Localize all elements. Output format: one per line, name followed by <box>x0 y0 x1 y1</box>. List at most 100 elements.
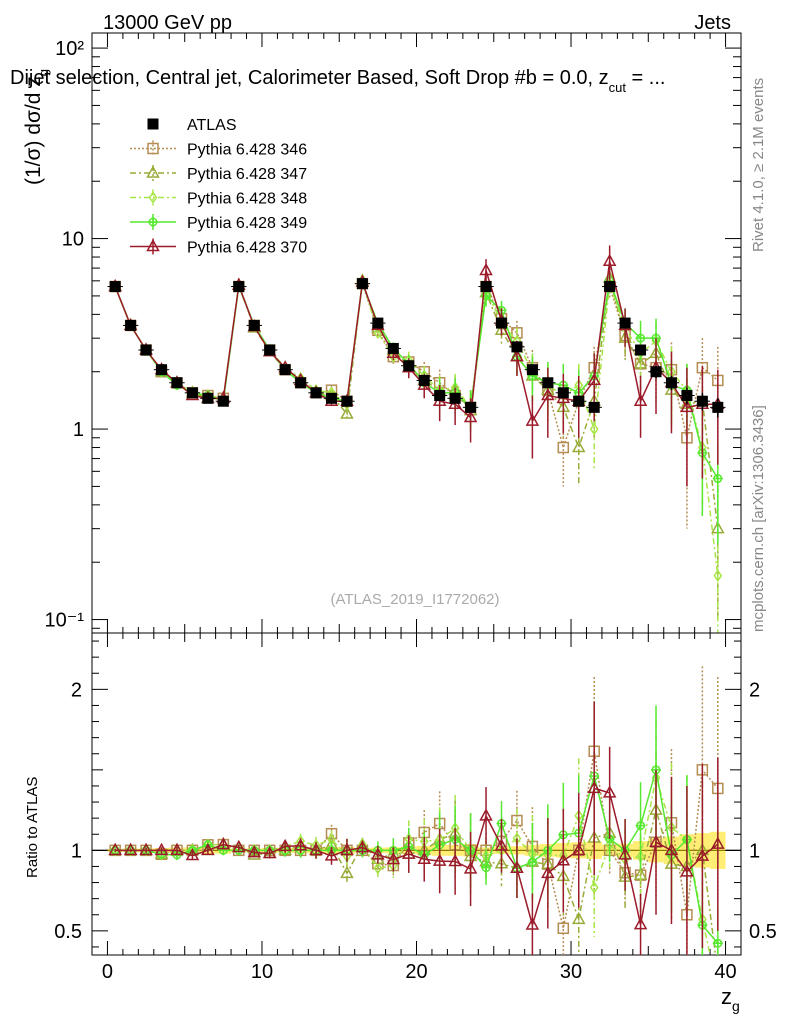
legend-item: Pythia 6.428 347 <box>130 165 307 183</box>
atlas-point <box>156 364 168 376</box>
energy-label: 13000 GeV pp <box>103 12 232 34</box>
legend-label: Pythia 6.428 349 <box>187 215 307 232</box>
series-pythia-6-428-349-ratio-point <box>635 820 646 831</box>
series-pythia-6-428-349-point <box>712 473 723 484</box>
series-pythia-6-428-370-point <box>587 372 601 386</box>
series-pythia-6-428-370-point <box>479 262 493 276</box>
series-pythia-6-428-370-point <box>525 413 540 426</box>
series-pythia-6-428-370-ratio-point <box>618 847 632 860</box>
ratio-y-tick-label: 0.5 <box>54 921 82 943</box>
series-pythia-6-428-370-point <box>633 393 648 406</box>
series-pythia-6-428-370-ratio-point <box>525 917 540 930</box>
series-pythia-6-428-370-ratio-point <box>602 785 617 798</box>
x-tick-label: 20 <box>405 961 427 983</box>
atlas-point <box>326 392 338 404</box>
atlas-point <box>681 390 693 402</box>
series-pythia-6-428-370-ratio-point <box>262 845 277 859</box>
atlas-point <box>186 387 198 399</box>
legend-label: Pythia 6.428 370 <box>187 240 307 257</box>
legend-item: Pythia 6.428 349 <box>130 214 307 232</box>
atlas-point <box>635 344 647 356</box>
atlas-point <box>109 281 121 293</box>
series-pythia-6-428-349-ratio-point <box>712 938 723 949</box>
ratio-panel: 0 10 20 30 40 0.5 0.5 1 1 2 2 <box>54 632 777 983</box>
series-pythia-6-428-370-ratio-point <box>340 842 354 856</box>
series-pythia-6-428-370-ratio-point <box>309 842 323 856</box>
x-tick-label: 0 <box>102 961 113 983</box>
series-pythia-6-428-370-ratio-point <box>432 853 447 866</box>
series-pythia-6-428-347-point <box>571 439 586 453</box>
ratio-y-tick-label: 1 <box>71 840 82 862</box>
series-pythia-6-428-370-ratio-point <box>247 845 262 858</box>
atlas-point <box>511 341 523 353</box>
main-ylabel-main: (1/σ) dσ/d z <box>22 76 45 185</box>
series-pythia-6-428-370-ratio-point <box>556 853 571 866</box>
ratio-xlabel: zg <box>721 984 740 1014</box>
atlas-point <box>434 390 446 402</box>
series-pythia-6-428-349-point <box>635 333 646 344</box>
atlas-point <box>542 377 554 389</box>
series-pythia-6-428-370-ratio-point <box>170 842 184 856</box>
series-pythia-6-428-370-ratio <box>108 701 725 955</box>
series-pythia-6-428-346-ratio <box>109 666 724 955</box>
atlas-point <box>264 344 276 356</box>
ratio-y-tick-label-right: 0.5 <box>749 921 777 943</box>
ratio-xlabel-sub: g <box>732 998 740 1014</box>
series-pythia-6-428-347-ratio-point <box>247 847 262 860</box>
series-pythia-6-428-349-line <box>114 277 719 479</box>
plot-title-tail: = ... <box>626 67 665 89</box>
series-pythia-6-428-370-point <box>510 349 524 362</box>
atlas-point <box>696 395 708 407</box>
series-pythia-6-428-370-ratio-point <box>417 851 431 865</box>
series-pythia-6-428-370-ratio-point <box>711 836 725 849</box>
legend-marker <box>146 165 160 178</box>
series-pythia-6-428-370-ratio-point <box>680 864 694 877</box>
legend-marker <box>147 142 159 155</box>
series-pythia-6-428-370-ratio-point <box>355 840 370 853</box>
atlas-point <box>619 317 631 329</box>
series-pythia-6-428-347-main <box>108 268 725 620</box>
mcplots-label: mcplots.cern.ch [arXiv:1306.3436] <box>750 405 767 632</box>
legend-marker <box>148 191 158 204</box>
series-pythia-6-428-349-ratio-point <box>527 857 538 868</box>
atlas-point <box>140 344 152 356</box>
series-pythia-6-428-370-ratio-point <box>571 842 586 856</box>
series-pythia-6-428-346-ratio-line <box>115 751 719 929</box>
atlas-point <box>449 392 461 404</box>
ratio-y-tick-label-right: 1 <box>749 840 760 862</box>
atlas-point <box>248 319 260 331</box>
atlas-point <box>125 319 137 331</box>
x-tick-label: 40 <box>714 961 736 983</box>
legend-item: ATLAS <box>147 117 237 134</box>
series-pythia-6-428-349-ratio-point <box>481 862 492 873</box>
series-pythia-6-428-349-ratio <box>110 701 723 955</box>
atlas-point <box>712 401 724 413</box>
legend-item: Pythia 6.428 348 <box>130 189 307 208</box>
series-pythia-6-428-370-ratio-point <box>185 847 200 861</box>
series-pythia-6-428-370-ratio-point <box>371 847 385 860</box>
plot-title-main: Dijet selection, Central jet, Calorimete… <box>10 67 609 89</box>
main-panel: 10⁻¹ 1 10 10² <box>45 32 742 634</box>
series-pythia-6-428-346-ratio-point <box>557 922 570 935</box>
jets-label: Jets <box>694 12 731 34</box>
series-pythia-6-428-348-ratio-point <box>589 881 599 894</box>
x-tick-label: 10 <box>251 961 273 983</box>
series-pythia-6-428-348-point <box>713 569 723 582</box>
series-pythia-6-428-370-ratio-point <box>293 838 308 851</box>
series-pythia-6-428-347-ratio-point <box>571 911 586 925</box>
legend-label: Pythia 6.428 347 <box>187 166 307 183</box>
series-pythia-6-428-370-ratio-point <box>278 838 292 852</box>
legend-marker <box>148 217 158 227</box>
series-pythia-6-428-370-ratio-point <box>232 839 246 853</box>
series-pythia-6-428-347-ratio-point <box>340 865 354 879</box>
atlas-point <box>526 364 538 376</box>
atlas-point <box>588 401 600 413</box>
ratio-y-tick-label-right: 2 <box>749 679 760 701</box>
main-ylabel-sub: g <box>36 69 51 76</box>
series-pythia-6-428-370-point <box>680 399 694 413</box>
legend-label: Pythia 6.428 346 <box>187 142 307 159</box>
ratio-y-tick-label: 2 <box>71 679 82 701</box>
series-pythia-6-428-370-ratio-point <box>664 842 679 856</box>
atlas-point <box>387 342 399 354</box>
main-ylabel: (1/σ) dσ/d zg <box>22 69 51 185</box>
